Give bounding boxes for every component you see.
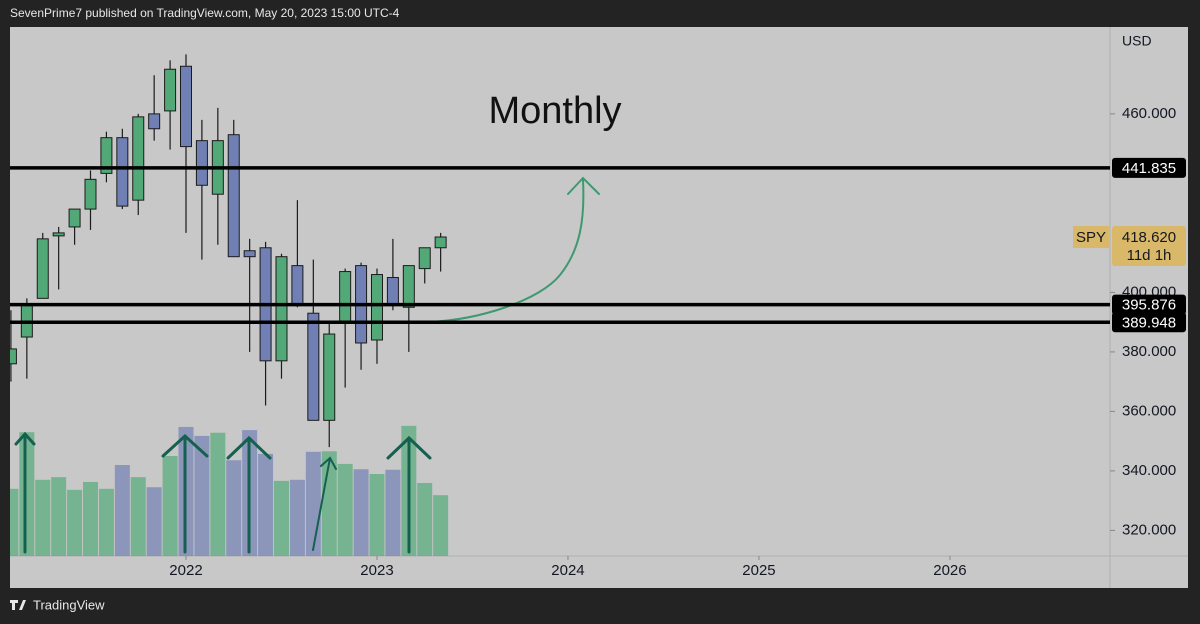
y-tick-label: 460.000 <box>1122 105 1176 122</box>
level-label-box <box>1112 157 1186 178</box>
axis-unit: USD <box>1122 33 1152 49</box>
x-tick-label: 2025 <box>742 562 775 579</box>
candle-body <box>132 116 145 201</box>
candle-body <box>100 137 113 174</box>
level-label-box <box>1112 294 1186 315</box>
candle-body <box>275 256 288 362</box>
countdown: 11d 1h <box>1127 247 1172 264</box>
volume-bar <box>114 465 130 556</box>
y-tick-label: 360.000 <box>1122 402 1176 419</box>
candle-body <box>339 271 352 323</box>
level-label: 441.835 <box>1122 160 1176 177</box>
chart-title: Monthly <box>488 90 621 132</box>
volume-bar <box>98 488 114 556</box>
candle-body <box>370 274 383 341</box>
x-tick-label: 2026 <box>933 562 966 579</box>
projection-arrow <box>427 179 585 323</box>
volume-bar <box>385 469 401 556</box>
volume-bar <box>51 477 67 556</box>
y-tick-label: 380.000 <box>1122 343 1176 360</box>
annotations <box>14 176 600 554</box>
volume-bar <box>130 477 146 556</box>
x-tick-label: 2023 <box>360 562 393 579</box>
level-label-box <box>1112 312 1186 333</box>
candle-body <box>116 137 129 207</box>
level-label: 389.948 <box>1122 314 1176 331</box>
x-tick-label: 2022 <box>169 562 202 579</box>
volume-bar <box>273 480 289 556</box>
header: SevenPrime7 published on TradingView.com… <box>10 6 400 20</box>
candle-body <box>68 208 81 228</box>
volume-arrows <box>14 431 432 554</box>
candle-body <box>323 333 336 421</box>
volume-bar <box>210 432 226 556</box>
candle-body <box>195 140 208 186</box>
candle-body <box>386 277 399 305</box>
last-price-name: SPY <box>1076 229 1106 246</box>
candle-body <box>227 134 240 258</box>
x-tick-label: 2024 <box>551 562 584 579</box>
volume-bar <box>146 487 162 556</box>
candle-body <box>148 113 161 130</box>
candle-body <box>36 238 49 299</box>
candle-body <box>179 65 192 148</box>
candle-body <box>418 247 431 270</box>
volume-bar <box>226 460 242 556</box>
candle-body <box>84 178 97 210</box>
candle-body <box>52 232 65 237</box>
volume-bar <box>258 453 274 556</box>
volume-bar <box>417 482 433 556</box>
last-price-box <box>1112 225 1186 266</box>
candle-body <box>402 265 415 308</box>
candle-body <box>307 312 320 421</box>
volume-bar <box>194 435 210 556</box>
volume-bar <box>369 474 385 556</box>
candle-body <box>164 68 177 112</box>
volume-bar <box>83 481 99 556</box>
volume-bar <box>19 432 35 556</box>
candle-body <box>291 265 304 305</box>
y-tick-label: 340.000 <box>1122 462 1176 479</box>
volume-bar <box>289 479 305 556</box>
volume-bar <box>353 469 369 556</box>
volume-bar <box>337 463 353 556</box>
level-label: 395.876 <box>1122 297 1176 314</box>
y-tick-label: 320.000 <box>1122 521 1176 538</box>
footer: TradingView <box>33 597 105 612</box>
volume-bar <box>433 495 449 556</box>
last-price-name-box <box>1073 225 1109 248</box>
volume-bar <box>67 489 83 556</box>
arrow-head <box>567 176 600 195</box>
volume-bar <box>10 488 19 556</box>
volume-bar <box>162 456 178 556</box>
volume-bar <box>35 479 51 556</box>
logo <box>10 600 26 610</box>
candle-body <box>243 250 256 258</box>
candle-body <box>434 236 447 249</box>
candle-body <box>10 348 17 365</box>
plot <box>10 54 449 556</box>
volume-bar <box>305 451 321 556</box>
last-price-label: 418.620 <box>1122 229 1176 246</box>
